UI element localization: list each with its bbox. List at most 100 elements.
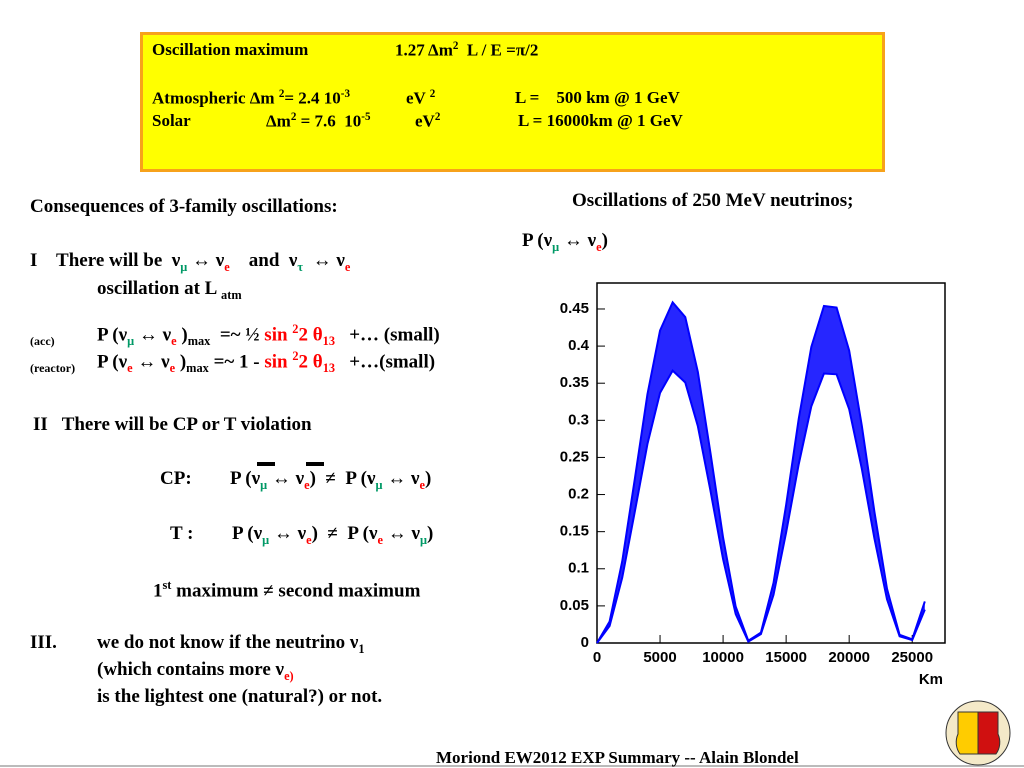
x-axis-label: Km [919, 671, 943, 688]
text: Oscillations of 250 MeV neutrinos; [572, 190, 854, 211]
plot-frame [596, 282, 946, 644]
text: ) ≠ P (ν [311, 523, 378, 544]
text: III. [30, 632, 57, 653]
text: P (ν [230, 468, 261, 489]
y-tick-label: 0.1 [568, 560, 589, 577]
text: Δm [266, 111, 291, 131]
text: e [171, 334, 177, 349]
text: 2 [452, 40, 459, 52]
text: 2 [292, 349, 299, 363]
text: L = 500 km @ 1 GeV [515, 88, 680, 107]
anti-bar [306, 462, 324, 466]
text: μ [419, 532, 427, 547]
text: ↔ ν [187, 250, 225, 271]
text: P (ν [97, 351, 128, 373]
text: e [127, 361, 133, 376]
text: ↔ ν [134, 324, 172, 346]
text: e [377, 532, 383, 547]
band-fill [597, 302, 925, 643]
text: max [187, 334, 211, 349]
text: T : [170, 523, 194, 544]
text: e [304, 477, 310, 492]
text: ) [175, 351, 187, 373]
x-tick-label: 5000 [643, 649, 676, 666]
text: +… (small) [334, 324, 440, 346]
text: e [169, 361, 176, 376]
text: e [419, 477, 425, 492]
text: 1.27 Δm [395, 40, 453, 60]
text: 1 [358, 641, 365, 656]
text: we do not know if the neutrino ν [97, 632, 359, 653]
text: 2 θ [298, 351, 323, 373]
x-tick-label: 25000 [891, 649, 933, 666]
text: (which contains more ν [97, 659, 285, 680]
text: ↔ ν [559, 230, 597, 251]
x-tick-label: 10000 [702, 649, 744, 666]
text: =~ 1 - [208, 351, 265, 373]
text: eV [415, 111, 435, 131]
text: ) ≠ P (ν [309, 468, 376, 489]
text: -3 [340, 88, 350, 100]
text: 2 θ [298, 324, 323, 346]
y-tick-label: 0.25 [560, 448, 589, 465]
text: = 7.6 10 [296, 111, 362, 131]
text: ↔ ν [382, 468, 420, 489]
text: -5 [361, 111, 371, 123]
text: +…(small) [335, 351, 436, 373]
text: I There will be ν [30, 250, 181, 271]
y-tick-label: 0.2 [568, 486, 589, 503]
y-tick-label: 0 [581, 634, 589, 651]
text: μ [180, 259, 188, 274]
text: μ [262, 532, 270, 547]
text: II There will be CP or T violation [33, 414, 312, 435]
text: Atmospheric Δm [152, 88, 279, 108]
text: Solar [152, 111, 191, 130]
info-box [140, 32, 885, 172]
text: st [162, 578, 172, 592]
text: P (ν [232, 523, 263, 544]
text: L / E =π/2 [458, 40, 539, 60]
text: CP: [160, 468, 192, 489]
text: is the lightest one (natural?) or not. [97, 686, 383, 707]
text: Moriond EW2012 EXP Summary -- Alain Blon… [436, 748, 799, 767]
text: e) [284, 668, 294, 683]
text: sin [264, 324, 293, 346]
text: 13 [322, 334, 335, 349]
text: μ [375, 477, 383, 492]
text: ↔ ν [132, 351, 170, 373]
text: (reactor) [30, 361, 76, 375]
text: atm [221, 287, 242, 302]
logo [945, 700, 1011, 766]
text: ) [426, 523, 434, 544]
text: L = 16000km @ 1 GeV [518, 111, 683, 130]
text: sin [264, 351, 293, 373]
text: max [186, 361, 209, 376]
text: (acc) [30, 334, 55, 348]
text: = 2.4 10 [284, 88, 341, 108]
anti-bar [257, 462, 275, 466]
text: ↔ ν [382, 523, 420, 544]
x-tick-label: 15000 [765, 649, 807, 666]
y-tick-label: 0.05 [560, 597, 589, 614]
text: eV [406, 88, 430, 108]
band-edge [596, 300, 926, 644]
text: 2 [292, 322, 299, 336]
y-tick-label: 0.4 [568, 337, 590, 354]
y-tick-label: 0.45 [560, 300, 589, 317]
y-tick-label: 0.35 [560, 374, 589, 391]
text: ↔ ν [269, 523, 307, 544]
text: e [596, 239, 602, 254]
x-tick-label: 0 [593, 649, 601, 666]
text: ) [601, 230, 608, 251]
x-tick-label: 20000 [828, 649, 870, 666]
band-edge [596, 368, 926, 644]
text: oscillation at L [97, 278, 222, 299]
text: ) [176, 324, 188, 346]
text: P (ν [522, 230, 553, 251]
text: e [306, 532, 312, 547]
text: 2 [290, 111, 297, 123]
text: 13 [322, 361, 336, 376]
text: e [344, 259, 351, 274]
